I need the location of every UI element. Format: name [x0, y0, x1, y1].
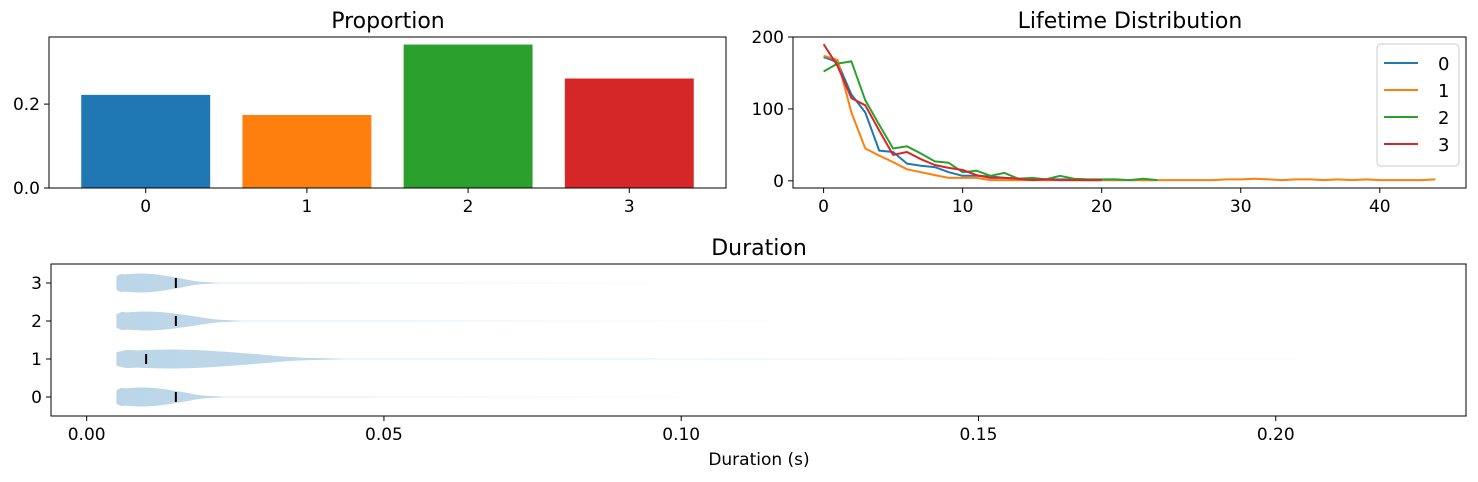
x-tick-label: 0.05 — [365, 425, 403, 445]
y-tick-label: 0.0 — [13, 179, 40, 199]
proportion-chart: Proportion 0 1 2 3 0.0 0.2 — [13, 9, 727, 217]
violin-body-3 — [116, 273, 652, 293]
duration-axes-frame — [50, 263, 1467, 417]
proportion-bars — [81, 44, 694, 188]
proportion-title: Proportion — [331, 9, 445, 34]
legend-label-3: 3 — [1438, 135, 1449, 156]
y-tick-label: 0.2 — [13, 95, 40, 115]
x-tick-label: 20 — [1091, 197, 1113, 217]
x-tick-label: 0.15 — [960, 425, 998, 445]
lifetime-axes-frame — [792, 36, 1467, 189]
x-tick-label: 3 — [624, 197, 635, 217]
violin-body-0 — [116, 387, 682, 407]
x-tick-label: 0.10 — [662, 425, 700, 445]
x-tick-label: 0.00 — [68, 425, 106, 445]
x-tick-label: 1 — [301, 197, 312, 217]
lifetime-lines — [822, 43, 1436, 182]
proportion-axes-frame — [48, 36, 727, 189]
lifetime-legend: 0 1 2 3 — [1376, 43, 1460, 167]
legend-label-1: 1 — [1438, 81, 1449, 102]
legend-label-2: 2 — [1438, 108, 1449, 129]
violin-body-1 — [116, 349, 1306, 369]
duration-y-ticks: 0 1 2 3 — [31, 274, 51, 408]
bar-2 — [403, 44, 533, 188]
y-tick-label: 1 — [31, 350, 42, 370]
y-tick-label: 3 — [31, 274, 42, 294]
x-tick-label: 30 — [1230, 197, 1252, 217]
bar-3 — [564, 78, 694, 188]
duration-chart: Duration 0.00 0.05 0.10 0.15 0.20 0 1 2 3 Durat… — [31, 236, 1467, 470]
bar-1 — [242, 115, 372, 188]
legend-label-0: 0 — [1438, 54, 1449, 75]
line-series-1 — [823, 54, 1436, 182]
legend-frame — [1376, 43, 1460, 167]
proportion-x-ticks: 0 1 2 3 — [140, 188, 635, 217]
x-tick-label: 10 — [952, 197, 974, 217]
duration-violins — [116, 273, 1306, 407]
violin-body-2 — [116, 311, 771, 331]
bar-0 — [81, 94, 211, 188]
lifetime-title: Lifetime Distribution — [1018, 9, 1243, 34]
lifetime-x-ticks: 0 10 20 30 40 — [818, 188, 1391, 217]
line-series-3 — [822, 43, 1102, 182]
duration-x-label: Duration (s) — [708, 450, 809, 470]
x-tick-label: 0 — [818, 197, 829, 217]
x-tick-label: 0 — [140, 197, 151, 217]
y-tick-label: 0 — [773, 172, 784, 192]
x-tick-label: 2 — [463, 197, 474, 217]
proportion-y-ticks: 0.0 0.2 — [13, 95, 49, 199]
lifetime-chart: Lifetime Distribution 0 10 20 30 40 0100200 … — [752, 9, 1467, 217]
y-tick-label: 0 — [31, 388, 42, 408]
lifetime-y-ticks: 0 100 200 — [752, 28, 793, 192]
x-tick-label: 40 — [1369, 197, 1391, 217]
duration-x-ticks: 0.00 0.05 0.10 0.15 0.20 — [68, 416, 1295, 445]
x-tick-label: 0.20 — [1257, 425, 1295, 445]
y-tick-label: 2 — [31, 312, 42, 332]
y-tick-label: 200 — [752, 28, 784, 48]
duration-title: Duration — [711, 236, 807, 261]
y-tick-label: 100 — [752, 100, 784, 120]
